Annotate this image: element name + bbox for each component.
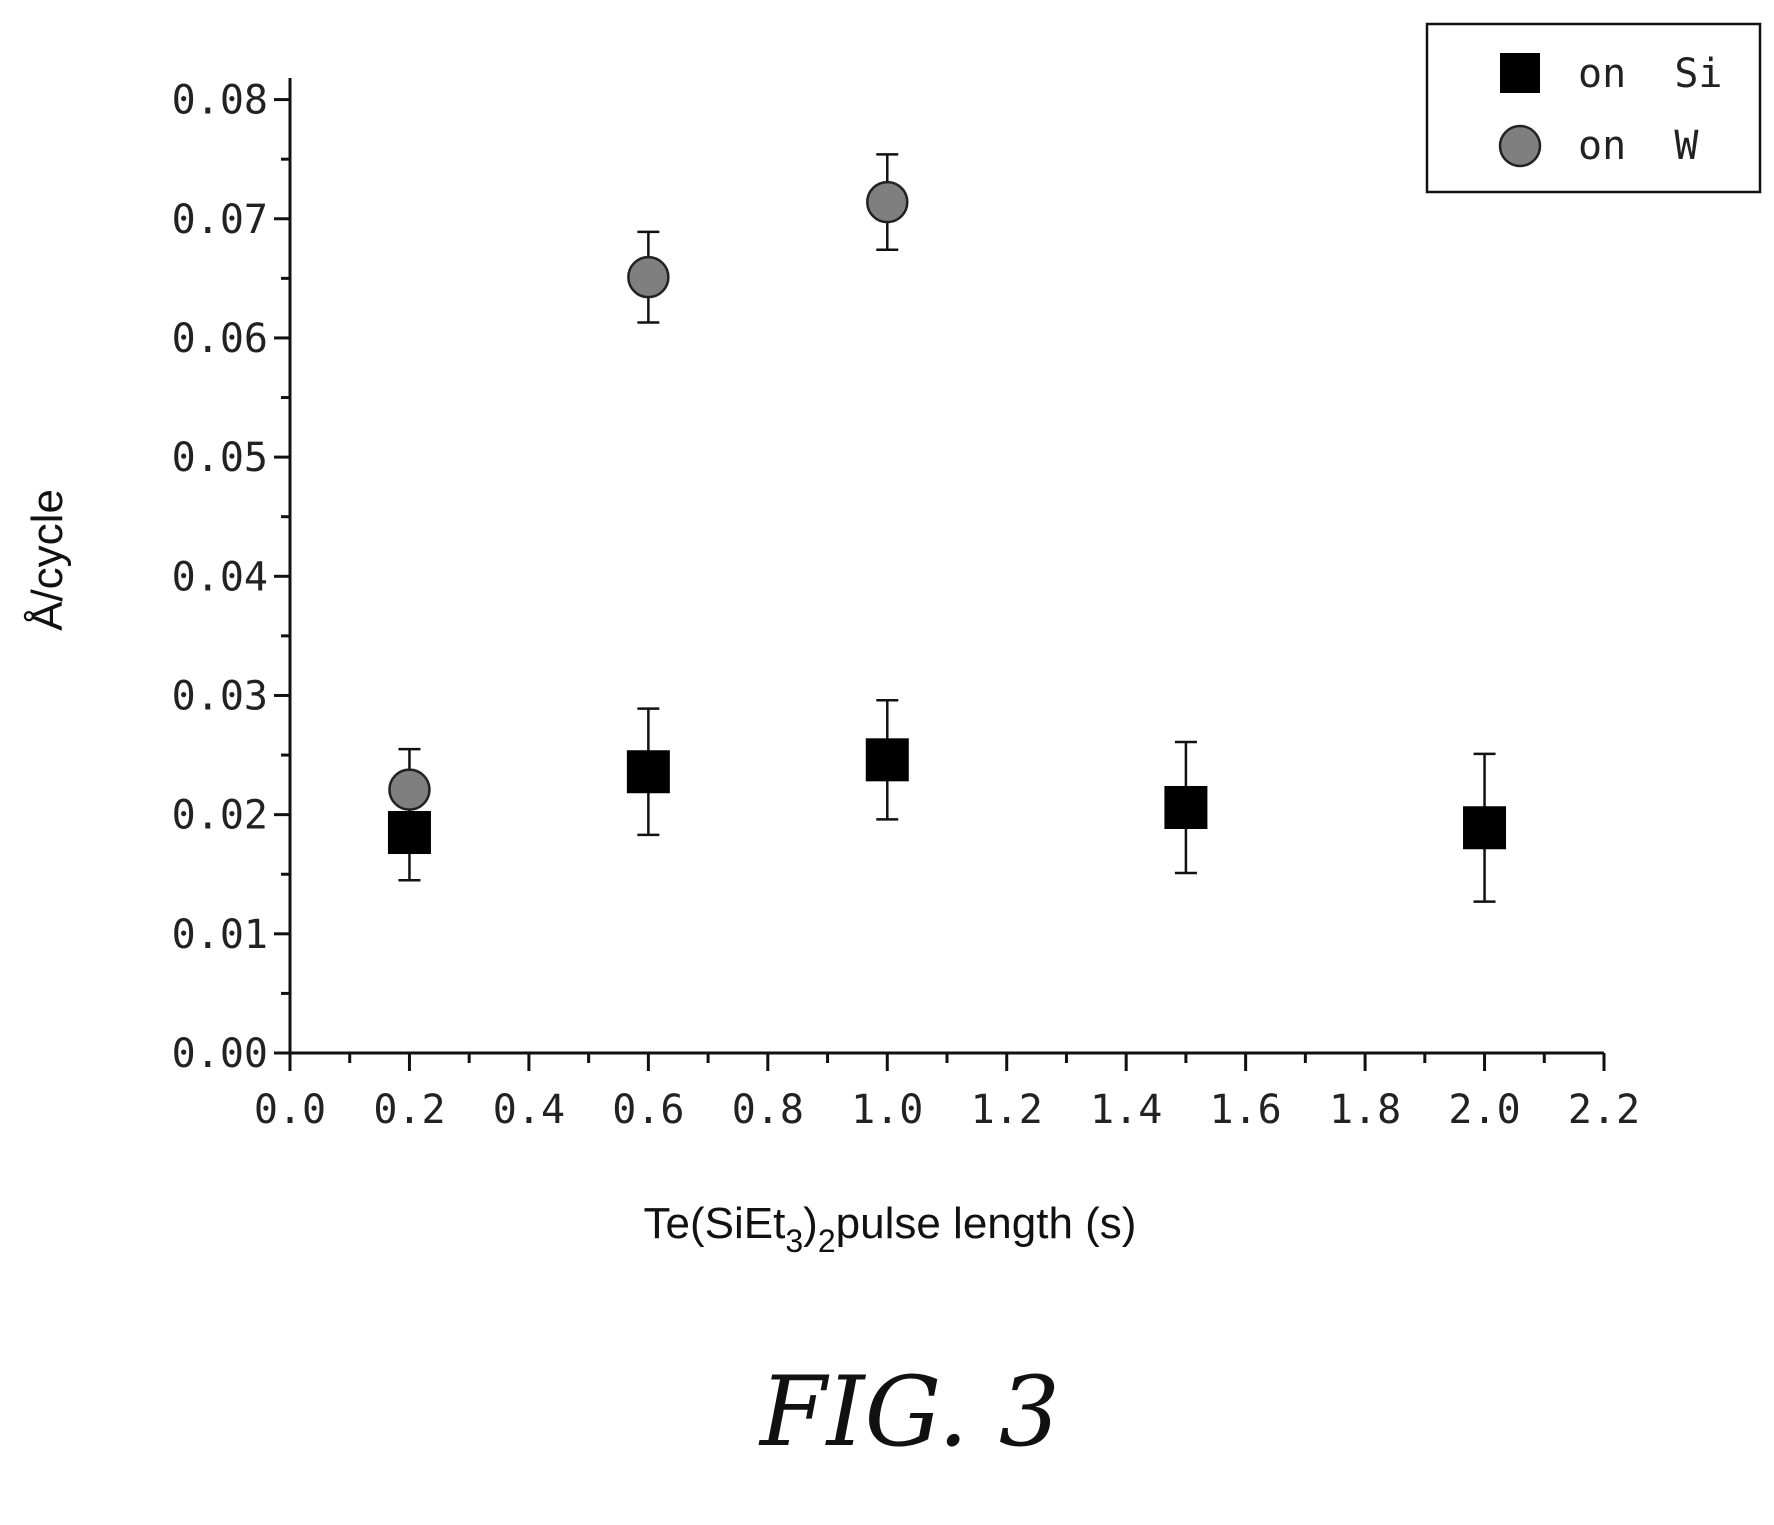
point-si	[387, 811, 431, 855]
y-tick-label: 0.03	[172, 673, 268, 719]
legend-marker-w	[1498, 124, 1542, 168]
x-tick-label: 0.4	[493, 1087, 565, 1133]
legend-marker-si	[1500, 53, 1540, 93]
legend-box	[1425, 22, 1762, 194]
x-axis-title-sub1: 3	[785, 1223, 803, 1259]
x-tick-label: 1.8	[1329, 1087, 1401, 1133]
x-tick-label: 0.8	[732, 1087, 804, 1133]
x-tick-label: 1.4	[1090, 1087, 1162, 1133]
x-axis-title-sub2: 2	[818, 1223, 836, 1259]
x-tick-label: 0.6	[612, 1087, 684, 1133]
point-si	[1164, 785, 1208, 829]
y-tick-label: 0.06	[172, 316, 268, 362]
x-tick-label: 1.0	[851, 1087, 923, 1133]
x-tick-label: 1.2	[971, 1087, 1043, 1133]
point-si	[626, 750, 670, 794]
legend-label-si: on Si	[1578, 51, 1723, 97]
x-tick-label: 1.6	[1210, 1087, 1282, 1133]
figure-caption: FIG. 3	[758, 1356, 1060, 1468]
y-tick-label: 0.04	[172, 554, 268, 600]
point-w	[388, 768, 431, 811]
y-tick-label: 0.02	[172, 793, 268, 839]
point-si	[1463, 806, 1507, 850]
y-tick-label: 0.01	[172, 912, 268, 958]
x-axis-title-mid: )	[803, 1199, 818, 1248]
y-axis-title: Å/cycle	[23, 489, 72, 631]
y-tick-label: 0.07	[172, 197, 268, 243]
y-tick-label: 0.05	[172, 435, 268, 481]
point-w	[866, 180, 909, 224]
x-tick-label: 2.2	[1568, 1087, 1640, 1133]
data-markers	[387, 180, 1507, 855]
x-axis-title-prefix: Te(SiEt	[644, 1199, 786, 1248]
legend-label-w: on W	[1578, 123, 1699, 169]
point-w	[627, 255, 670, 299]
legend: on Si on W	[1425, 22, 1762, 194]
x-tick-label: 0.0	[254, 1087, 326, 1133]
y-tick-label: 0.08	[172, 78, 268, 124]
point-si	[865, 738, 909, 782]
x-tick-label: 0.2	[373, 1087, 445, 1133]
x-tick-label: 2.0	[1448, 1087, 1520, 1133]
y-tick-label: 0.00	[172, 1031, 268, 1077]
x-axis-title-suffix: pulse length (s)	[836, 1199, 1137, 1248]
x-axis-title: Te(SiEt3)2pulse length (s)	[644, 1199, 1137, 1259]
axes: 0.00 0.01 0.02 0.03 0.04 0.05 0.06 0.07 0.08 0.0 0…	[172, 78, 1640, 1133]
error-bars	[398, 153, 1496, 903]
